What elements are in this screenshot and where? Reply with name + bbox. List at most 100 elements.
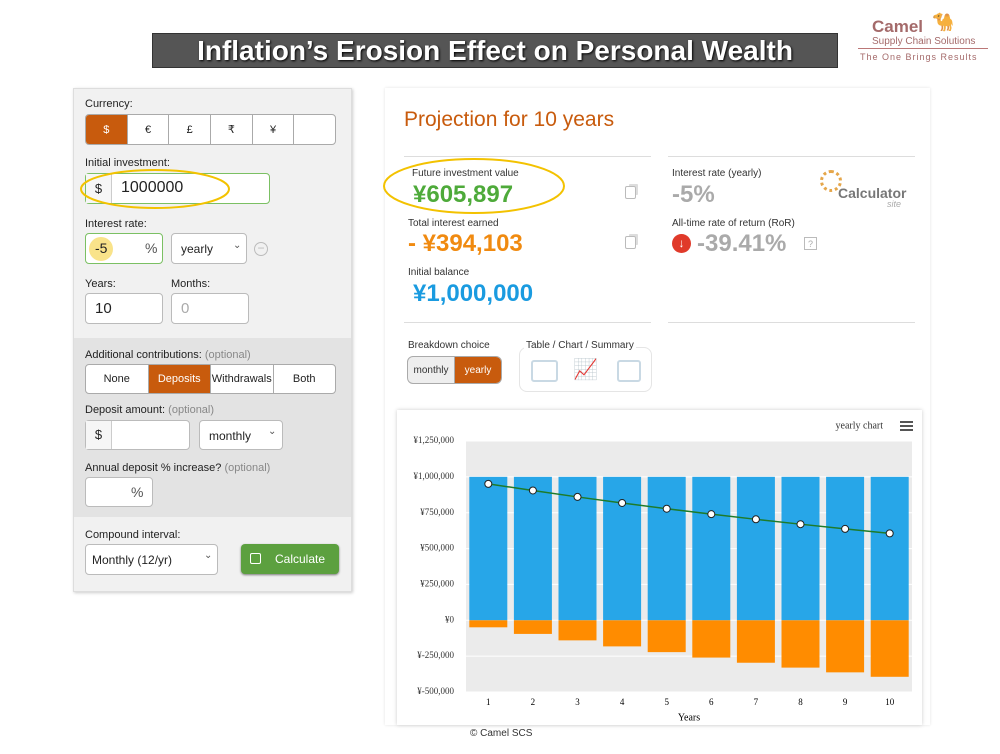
y-tick-label: ¥1,250,000 xyxy=(414,435,455,445)
result-value: ¥1,000,000 xyxy=(413,280,534,307)
label: Months: xyxy=(171,278,211,290)
select[interactable] xyxy=(85,544,218,575)
label: Compound interval: xyxy=(85,529,181,541)
select-value: Monthly (12/yr) xyxy=(92,553,173,567)
result-label: Future investment value xyxy=(412,168,519,179)
x-tick-label: 1 xyxy=(486,697,491,707)
bar xyxy=(870,476,909,621)
bar xyxy=(736,476,775,621)
optional: (optional) xyxy=(204,349,251,361)
contribution-option[interactable]: Both xyxy=(292,373,316,385)
label: Currency: xyxy=(85,98,133,110)
calculator-icon xyxy=(250,553,261,564)
x-axis-title: Years xyxy=(678,712,700,723)
label-text: Additional contributions: xyxy=(85,349,202,361)
line xyxy=(488,483,890,535)
increase-input[interactable] xyxy=(85,477,153,507)
result-label: Total interest earned xyxy=(408,218,499,229)
line-marker xyxy=(573,492,582,501)
divider xyxy=(668,322,915,323)
y-tick-label: ¥750,000 xyxy=(420,507,454,517)
x-tick-label: 9 xyxy=(843,697,848,707)
menu-icon[interactable] xyxy=(900,421,913,431)
brand-suffix: site xyxy=(887,199,902,209)
x-tick-label: 7 xyxy=(754,697,759,707)
contribution-group: None Deposits Withdrawals Both xyxy=(85,364,336,394)
currency-option[interactable]: £ xyxy=(169,115,212,144)
y-tick-label: ¥500,000 xyxy=(420,543,454,553)
brand-icon xyxy=(820,170,842,192)
help-icon[interactable]: ? xyxy=(804,237,817,250)
result-label: Interest rate (yearly) xyxy=(672,168,762,179)
months-input[interactable] xyxy=(171,293,249,324)
brand-name: Calculator xyxy=(838,185,907,201)
breakdown-option[interactable]: monthly xyxy=(408,357,455,383)
bar xyxy=(692,620,731,658)
logo-slogan: The One Brings Results xyxy=(860,52,978,62)
years-input[interactable] xyxy=(85,293,163,324)
footer: © Camel SCS xyxy=(470,728,533,739)
line-marker xyxy=(796,520,805,529)
title-banner xyxy=(152,33,838,68)
x-tick-label: 10 xyxy=(885,697,895,707)
currency-option[interactable] xyxy=(294,115,335,144)
suffix: % xyxy=(131,484,144,500)
title: Inflation’s Erosion Effect on Personal W… xyxy=(197,35,793,66)
line-marker xyxy=(618,498,627,507)
bar xyxy=(469,620,508,628)
currency-option[interactable]: ¥ xyxy=(253,115,295,144)
calculate-button[interactable]: Calculate xyxy=(241,544,339,574)
result-value: - ¥394,103 xyxy=(408,230,523,257)
bar xyxy=(870,620,909,677)
chart-title: yearly chart xyxy=(836,420,884,431)
line-marker xyxy=(707,510,716,519)
breakdown-toggle: monthly yearly xyxy=(407,356,502,384)
input-value: -5 xyxy=(95,240,108,256)
currency-option[interactable]: $ xyxy=(86,115,128,144)
currency-option[interactable]: € xyxy=(128,115,170,144)
prefix: $ xyxy=(86,174,112,203)
contribution-option[interactable]: Withdrawals xyxy=(211,365,274,393)
divider xyxy=(668,156,915,157)
label: Annual deposit % increase? (optional) xyxy=(85,462,270,474)
caret: ⌄ xyxy=(233,240,242,251)
label: Deposit amount: (optional) xyxy=(85,404,214,416)
copy-icon[interactable] xyxy=(625,236,636,249)
breakdown-option[interactable]: yearly xyxy=(455,357,501,383)
chart: yearly chart Years ¥-500,000 ¥-250,000 ¥0 ¥… xyxy=(414,420,913,723)
chart-icon[interactable]: 📈 xyxy=(573,359,598,381)
summary-icon[interactable] xyxy=(617,360,641,382)
table-icon[interactable] xyxy=(531,360,558,382)
select-value: monthly xyxy=(209,429,252,443)
bar xyxy=(603,476,642,621)
results-title: Projection for 10 years xyxy=(404,108,615,131)
line-marker xyxy=(885,529,894,538)
line-marker xyxy=(528,486,537,495)
label: Interest rate: xyxy=(85,218,147,230)
contribution-option[interactable]: None xyxy=(86,365,149,393)
label: Initial investment: xyxy=(85,157,170,169)
select[interactable] xyxy=(199,420,283,450)
down-icon: ↓ xyxy=(672,234,691,253)
bar xyxy=(513,476,552,621)
x-tick-label: 6 xyxy=(709,697,714,707)
logo-name: Camel xyxy=(872,17,924,36)
currency-group: $ € £ ₹ ¥ xyxy=(85,114,336,145)
currency-option[interactable]: ₹ xyxy=(211,115,253,144)
bar xyxy=(826,476,865,621)
x-tick-label: 5 xyxy=(664,697,669,707)
bar xyxy=(558,620,597,641)
label: Table / Chart / Summary xyxy=(524,340,636,351)
bar xyxy=(692,476,731,621)
copy-icon[interactable] xyxy=(625,186,636,199)
optional: (optional) xyxy=(168,404,215,416)
bar xyxy=(603,620,642,647)
result-label: Initial balance xyxy=(408,267,470,278)
line-marker xyxy=(662,504,671,513)
select[interactable] xyxy=(171,233,247,264)
remove-icon[interactable]: − xyxy=(254,242,268,256)
divider xyxy=(404,156,651,157)
highlight xyxy=(89,237,113,261)
contribution-option[interactable]: Deposits xyxy=(148,365,211,393)
result-value: ¥605,897 xyxy=(413,181,514,208)
